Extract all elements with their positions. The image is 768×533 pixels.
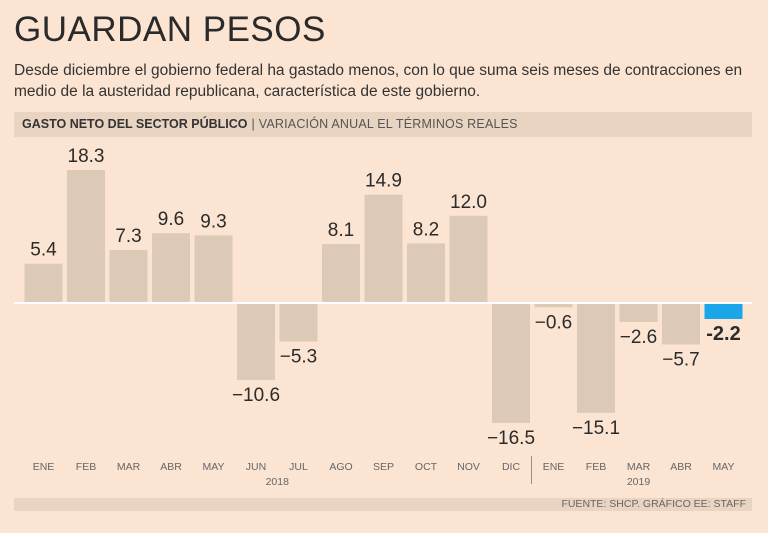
bar-feb-1 bbox=[67, 169, 105, 303]
bar-mar-2 bbox=[109, 249, 148, 303]
bar-dic-11 bbox=[492, 303, 530, 423]
chart-subtitle: Desde diciembre el gobierno federal ha g… bbox=[14, 62, 743, 100]
x-tick-label-1: FEB bbox=[76, 461, 96, 473]
x-tick-label-15: ABR bbox=[670, 461, 692, 473]
data-label-3: 9.6 bbox=[158, 209, 184, 230]
year-label-2019: 2019 bbox=[627, 476, 651, 488]
source-credit: FUENTE: SHCP. GRÁFICO EE: STAFF bbox=[561, 498, 746, 510]
data-label-5: −10.6 bbox=[232, 385, 280, 406]
bar-abr-15 bbox=[662, 303, 700, 345]
x-tick-label-6: JUL bbox=[289, 461, 308, 473]
data-label-2: 7.3 bbox=[115, 226, 141, 247]
year-label-2018: 2018 bbox=[266, 476, 290, 488]
bar-feb-13 bbox=[577, 303, 615, 413]
data-label-1: 18.3 bbox=[68, 146, 105, 167]
x-tick-label-0: ENE bbox=[33, 461, 55, 473]
data-label-9: 8.2 bbox=[413, 219, 439, 240]
data-label-0: 5.4 bbox=[30, 240, 57, 261]
x-tick-label-4: MAY bbox=[203, 461, 225, 473]
bar-abr-3 bbox=[152, 233, 190, 303]
x-tick-label-12: ENE bbox=[543, 461, 565, 473]
data-label-8: 14.9 bbox=[365, 171, 402, 192]
data-label-7: 8.1 bbox=[328, 220, 354, 241]
x-tick-label-7: AGO bbox=[329, 461, 352, 473]
x-tick-label-11: DIC bbox=[502, 461, 521, 473]
data-label-16: -2.2 bbox=[706, 323, 740, 345]
chart-title: GUARDAN PESOS bbox=[14, 10, 326, 49]
x-tick-label-5: JUN bbox=[246, 461, 266, 473]
bar-nov-10 bbox=[449, 215, 488, 303]
source-footer: FUENTE: SHCP. GRÁFICO EE: STAFF bbox=[14, 498, 752, 511]
bar-mar-14 bbox=[619, 303, 658, 322]
bar-may-16 bbox=[704, 303, 743, 319]
data-label-4: 9.3 bbox=[200, 211, 226, 232]
x-tick-label-13: FEB bbox=[586, 461, 606, 473]
data-label-12: −0.6 bbox=[535, 312, 573, 333]
metric-description: VARIACIÓN ANUAL EL TÉRMINOS REALES bbox=[258, 117, 518, 131]
bar-ene-12 bbox=[534, 303, 573, 308]
chart-header-band: GASTO NETO DEL SECTOR PÚBLICO | VARIACIÓN … bbox=[14, 112, 752, 137]
x-tick-label-10: NOV bbox=[457, 461, 480, 473]
data-label-14: −2.6 bbox=[620, 327, 658, 348]
data-label-15: −5.7 bbox=[662, 349, 700, 370]
data-label-10: 12.0 bbox=[450, 192, 487, 213]
x-tick-label-8: SEP bbox=[373, 461, 394, 473]
header-separator: | bbox=[251, 117, 255, 131]
bar-jun-5 bbox=[237, 303, 275, 381]
bar-oct-9 bbox=[407, 243, 445, 303]
bar-jul-6 bbox=[279, 303, 318, 342]
x-tick-label-14: MAR bbox=[627, 461, 651, 473]
metric-name: GASTO NETO DEL SECTOR PÚBLICO bbox=[22, 117, 248, 131]
x-tick-label-3: ABR bbox=[160, 461, 182, 473]
data-label-6: −5.3 bbox=[280, 347, 318, 368]
bar-sep-8 bbox=[364, 194, 403, 303]
x-tick-label-9: OCT bbox=[415, 461, 438, 473]
bar-may-4 bbox=[194, 235, 233, 303]
x-tick-label-16: MAY bbox=[713, 461, 735, 473]
x-tick-label-2: MAR bbox=[117, 461, 141, 473]
bar-ene-0 bbox=[24, 263, 63, 303]
data-label-11: −16.5 bbox=[487, 428, 535, 449]
data-label-13: −15.1 bbox=[572, 418, 620, 439]
bar-ago-7 bbox=[322, 244, 360, 303]
